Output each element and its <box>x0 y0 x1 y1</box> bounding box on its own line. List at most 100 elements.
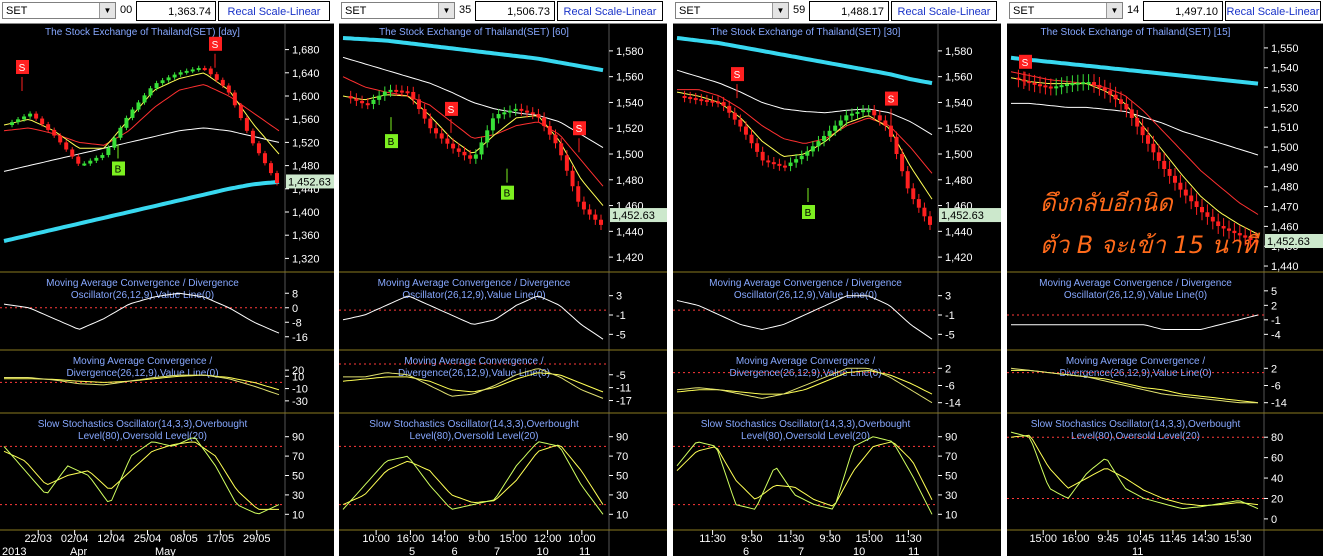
y-tick-label: 1,360 <box>292 230 320 242</box>
candle-body <box>1227 228 1231 231</box>
candle-body <box>1059 85 1064 88</box>
symbol-dropdown[interactable]: SET ▼ <box>1009 2 1123 19</box>
candle-body <box>721 102 726 106</box>
candle-body <box>485 130 490 143</box>
signal-label: S <box>448 105 455 116</box>
y-tick-label: 0 <box>292 303 298 315</box>
x-group-label: 2013 <box>2 546 26 556</box>
candle-body <box>1173 175 1177 183</box>
y-tick-label: 1,480 <box>1271 182 1299 194</box>
price-prefix: 35 <box>459 4 472 16</box>
y-tick-label: 1,520 <box>945 123 973 135</box>
indicator-title: Slow Stochastics Oscillator(14,3,3),Over… <box>38 419 248 430</box>
symbol-dropdown[interactable]: SET ▼ <box>341 2 455 19</box>
candle-body <box>382 91 387 96</box>
symbol-dropdown[interactable]: SET ▼ <box>2 2 116 19</box>
x-tick-label: 10:45 <box>1127 533 1155 545</box>
mid-ma-line <box>342 76 604 187</box>
chevron-down-icon[interactable]: ▼ <box>99 3 115 18</box>
y-tick-label: 10 <box>292 509 304 521</box>
y-tick-label: 90 <box>945 432 957 444</box>
x-group-label: 5 <box>409 546 415 556</box>
recal-scale-button[interactable]: Recal Scale-Linear <box>557 1 663 21</box>
y-tick-label: 1,490 <box>1271 162 1299 174</box>
x-tick-label: 16:00 <box>397 533 425 545</box>
candle-body <box>473 154 478 159</box>
recal-scale-button[interactable]: Recal Scale-Linear <box>891 1 997 21</box>
y-tick-label: 1,500 <box>1271 142 1299 154</box>
candle-body <box>710 100 715 103</box>
candle-body <box>238 105 243 119</box>
candle-body <box>581 201 586 210</box>
y-tick-label: 70 <box>945 451 957 463</box>
signal-label: B <box>504 189 511 200</box>
candle-body <box>445 138 450 144</box>
candle-body <box>256 143 261 154</box>
indicator-line <box>342 441 604 515</box>
indicator-line <box>1010 434 1259 507</box>
chevron-down-icon[interactable]: ▼ <box>438 3 454 18</box>
sell-signal-marker <box>731 67 744 82</box>
symbol-value: SET <box>1013 5 1035 17</box>
candle-body <box>1205 212 1210 217</box>
candle-body <box>1124 103 1129 110</box>
indicator-line <box>343 368 604 399</box>
candle-body <box>1200 206 1204 213</box>
chevron-down-icon[interactable]: ▼ <box>772 3 788 18</box>
candle-body <box>525 110 530 113</box>
y-tick-label: 0 <box>1271 514 1277 526</box>
y-tick-label: 1,550 <box>1271 43 1299 55</box>
signal-label: S <box>212 40 219 51</box>
chart-svg: The Stock Exchange of Thailand(SET) [day… <box>0 24 334 556</box>
y-tick-label: 80 <box>1271 432 1283 444</box>
x-tick-label: 9:00 <box>468 533 489 545</box>
symbol-dropdown[interactable]: SET ▼ <box>675 2 789 19</box>
y-tick-label: 1,580 <box>616 46 644 58</box>
candle-body <box>1237 233 1242 236</box>
recal-scale-button[interactable]: Recal Scale-Linear <box>218 1 330 21</box>
last-price-box <box>286 174 334 189</box>
x-tick-label: 15:30 <box>1224 533 1252 545</box>
buy-signal-marker <box>501 185 514 200</box>
candle-body <box>799 155 804 160</box>
indicator-title: Slow Stochastics Oscillator(14,3,3),Over… <box>1031 419 1241 430</box>
candle-body <box>1027 81 1032 84</box>
candle-body <box>570 170 575 187</box>
indicator-title: Divergence(26,12,9),Value Line(0) <box>729 368 881 379</box>
sell-signal-marker <box>209 36 222 51</box>
x-group-label: 11 <box>1132 546 1143 556</box>
y-tick-label: 50 <box>945 471 957 483</box>
short-ma-line <box>342 94 604 206</box>
sell-signal-marker <box>573 121 586 136</box>
y-tick-label: -1 <box>616 310 626 322</box>
candle-body <box>178 72 183 75</box>
candle-body <box>40 118 45 125</box>
candle-body <box>777 163 782 166</box>
chart-toolbar: SET ▼ 00 1,363.74 Recal Scale-Linear <box>0 0 334 24</box>
y-tick-label: 1,420 <box>616 252 644 264</box>
mid-ma-line <box>1010 71 1259 215</box>
candle-body <box>88 160 93 164</box>
candle-body <box>883 120 888 126</box>
candle-body <box>82 163 87 166</box>
indicator-title: Moving Average Convergence / Divergence <box>378 278 571 289</box>
recal-scale-button[interactable]: Recal Scale-Linear <box>1225 1 1321 21</box>
candle-body <box>866 110 871 113</box>
candle-body <box>166 77 171 81</box>
candle-body <box>154 83 159 89</box>
indicator-title: Moving Average Convergence / <box>73 356 213 367</box>
candle-body <box>411 91 416 100</box>
candle-body <box>1086 82 1091 85</box>
candle-body <box>439 133 444 139</box>
x-tick-label: 14:00 <box>431 533 459 545</box>
candle-body <box>599 219 603 225</box>
candle-body <box>462 151 467 156</box>
candle-body <box>136 102 141 110</box>
chevron-down-icon[interactable]: ▼ <box>1106 3 1122 18</box>
candle-body <box>76 156 81 164</box>
symbol-value: SET <box>345 5 367 17</box>
candle-body <box>232 92 237 106</box>
candle-body <box>888 125 893 137</box>
candle-body <box>58 135 63 143</box>
y-tick-label: 2 <box>945 363 951 375</box>
